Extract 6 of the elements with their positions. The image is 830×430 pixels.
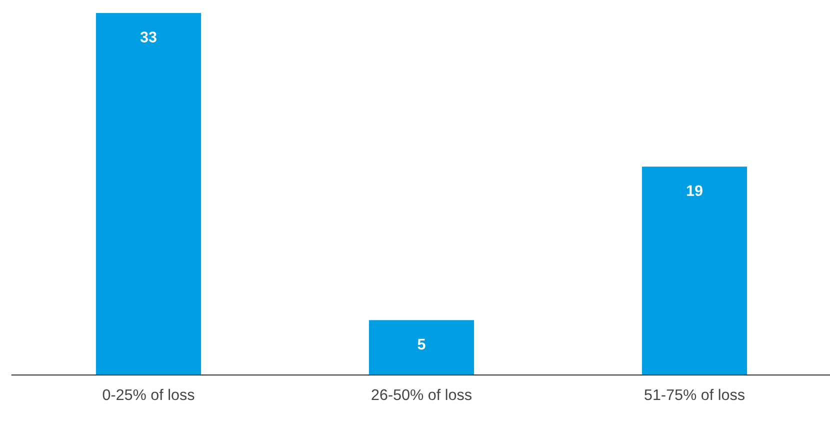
data-label: 19: [686, 185, 702, 196]
data-label: 33: [140, 32, 156, 42]
x-tick-label: 0-25% of loss: [102, 388, 194, 400]
x-tick-label: 26-50% of loss: [372, 388, 472, 400]
data-label: 5: [418, 338, 426, 350]
x-tick-label: 51-75% of loss: [644, 388, 744, 400]
